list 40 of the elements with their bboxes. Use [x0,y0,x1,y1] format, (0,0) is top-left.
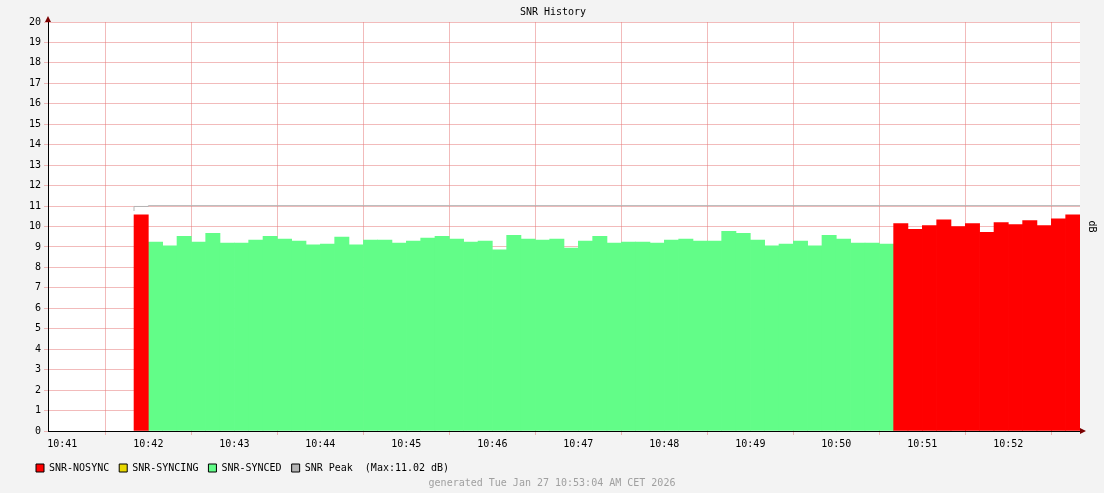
y-tick-label: 19 [28,36,42,48]
x-tick-label: 10:44 [305,437,336,449]
text: generated Tue Jan 27 10:53:04 AM CET 2026 [428,476,676,488]
x-tick-label: 10:50 [821,437,852,449]
y-tick-label: 7 [35,281,42,293]
y-tick-label: 18 [28,56,42,68]
legend-label: SNR-NOSYNC [49,461,110,473]
y-tick-label: 5 [35,322,42,334]
y-tick-label: 17 [28,76,42,88]
chart-title: SNR History [519,5,587,17]
x-tick-label: 10:43 [219,437,250,449]
y-tick-label: 15 [28,117,42,129]
x-tick-label: 10:46 [477,437,508,449]
x-tick-label: 10:51 [907,437,938,449]
x-tick-label: 10:45 [391,437,422,449]
y-tick-label: 8 [35,260,42,272]
y-tick-label: 9 [35,240,42,252]
y-tick-label: 20 [28,15,42,27]
legend-label: SNR-SYNCING [132,461,199,473]
y-tick-label: 12 [28,179,42,191]
y-tick-label: 6 [35,301,42,313]
y-tick-label: 1 [35,404,42,416]
y-tick-label: 14 [28,138,42,150]
x-tick-label: 10:47 [563,437,594,449]
y-tick-label: 13 [28,158,42,170]
y-tick-label: 2 [35,383,42,395]
y-axis-title: dB [1087,220,1099,233]
y-tick-label: 3 [35,363,42,375]
x-tick-label: 10:48 [649,437,680,449]
y-tick-label: 16 [28,97,42,109]
y-tick-label: 4 [35,342,42,354]
x-tick-label: 10:42 [133,437,164,449]
x-tick-label: 10:41 [47,437,78,449]
x-tick-label: 10:49 [735,437,766,449]
legend-label: SNR Peak (Max:11.02 dB) [304,461,450,473]
y-tick-label: 10 [28,220,42,232]
legend-label: SNR-SYNCED [221,461,282,473]
y-tick-label: 0 [35,424,42,436]
x-tick-label: 10:52 [993,437,1024,449]
y-tick-label: 11 [28,199,42,211]
